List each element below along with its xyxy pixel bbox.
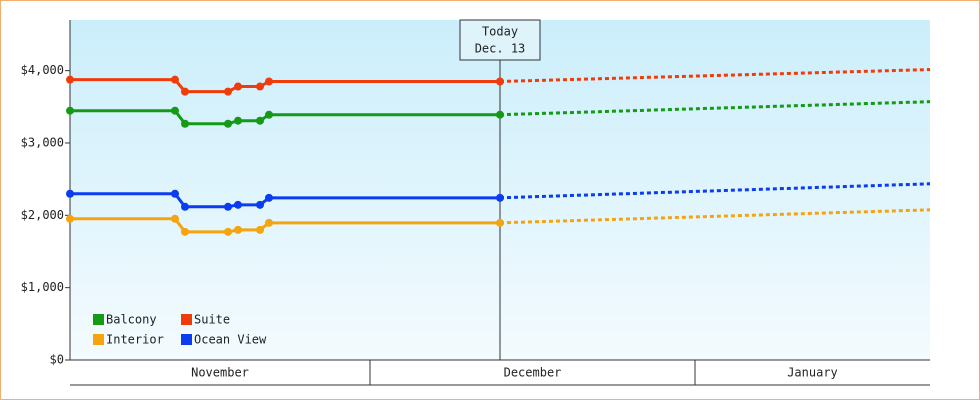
- point: [234, 225, 242, 234]
- point: [171, 189, 179, 198]
- y-tick-label: $4,000: [21, 63, 64, 77]
- point: [234, 82, 242, 91]
- point: [265, 193, 273, 202]
- legend-swatch: [93, 334, 104, 345]
- legend-label: Balcony: [106, 313, 157, 327]
- point: [496, 77, 504, 86]
- point: [171, 214, 179, 223]
- forecast-line: [499, 182, 931, 200]
- point: [224, 202, 232, 211]
- point: [496, 110, 504, 119]
- legend-label: Suite: [194, 313, 230, 327]
- point: [224, 119, 232, 128]
- point: [496, 218, 504, 227]
- month-label: January: [787, 366, 838, 380]
- point: [224, 87, 232, 96]
- point: [265, 77, 273, 86]
- point: [66, 189, 74, 198]
- point: [234, 116, 242, 125]
- legend-label: Interior: [106, 333, 164, 347]
- point: [181, 227, 189, 236]
- month-label: December: [504, 366, 562, 380]
- y-tick-label: $0: [50, 353, 64, 367]
- point: [256, 200, 264, 209]
- point: [256, 82, 264, 91]
- point: [234, 200, 242, 209]
- point: [224, 227, 232, 236]
- today-box: [459, 19, 541, 61]
- legend-swatch: [181, 314, 192, 325]
- point: [171, 106, 179, 115]
- legend-label: Ocean View: [194, 333, 267, 347]
- point: [66, 75, 74, 84]
- today-label: Dec. 13: [475, 42, 526, 56]
- y-tick-label: $1,000: [21, 280, 64, 294]
- point: [265, 110, 273, 119]
- today-label: Today: [482, 25, 518, 39]
- forecast-line: [499, 208, 931, 225]
- point: [256, 116, 264, 125]
- legend-swatch: [93, 314, 104, 325]
- point: [265, 218, 273, 227]
- legend-swatch: [181, 334, 192, 345]
- month-label: November: [191, 366, 249, 380]
- point: [171, 75, 179, 84]
- forecast-line: [499, 68, 931, 83]
- point: [256, 225, 264, 234]
- forecast-line: [499, 100, 931, 117]
- point: [66, 214, 74, 223]
- point: [181, 202, 189, 211]
- point: [66, 106, 74, 115]
- point: [181, 87, 189, 96]
- point: [181, 119, 189, 128]
- y-tick-label: $3,000: [21, 135, 64, 149]
- point: [496, 193, 504, 202]
- y-tick-label: $2,000: [21, 208, 64, 222]
